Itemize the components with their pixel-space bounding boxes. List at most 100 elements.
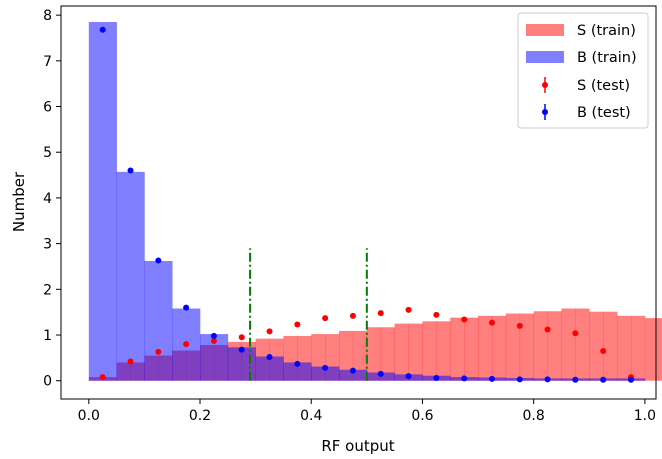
y-axis-label: Number <box>10 171 28 232</box>
hist-bar-s-train <box>464 317 479 381</box>
hist-bar-b-train <box>88 21 117 381</box>
hist-bar-s-train <box>561 308 576 381</box>
x-tick-label: 0.0 <box>78 408 100 424</box>
test-point-b-test <box>266 353 273 360</box>
test-point-b-test <box>99 26 106 33</box>
x-axis-ticks: 0.0 0.2 0.4 0.6 0.8 1.0 <box>78 399 656 424</box>
y-tick-label: 7 <box>43 54 52 70</box>
hist-bar-s-train <box>380 327 395 381</box>
test-point-b-test <box>461 375 468 382</box>
hist-bar-b-train <box>255 356 284 381</box>
test-point-s-test <box>600 348 607 355</box>
legend-label-b-train: B (train) <box>577 50 637 66</box>
x-tick-label: 0.8 <box>523 408 545 424</box>
test-point-s-test <box>183 341 190 348</box>
hist-bar-s-train <box>658 318 662 381</box>
y-axis-ticks: 0 1 2 3 4 5 6 7 8 <box>43 8 61 390</box>
test-point-b-test <box>433 374 440 381</box>
test-point-s-test <box>516 322 523 329</box>
hist-bar-s-train <box>617 315 632 381</box>
test-point-s-test <box>266 328 273 335</box>
hist-bar-s-train <box>505 313 521 381</box>
test-point-b-test <box>572 376 579 383</box>
y-tick-label: 0 <box>43 374 52 390</box>
plot-frame <box>60 5 657 400</box>
hist-bar-b-train <box>311 366 340 381</box>
hist-bar-b-train <box>144 260 173 381</box>
legend-label-b-test: B (test) <box>577 105 631 121</box>
y-tick-label: 5 <box>43 145 52 161</box>
test-point-s-test <box>572 330 579 337</box>
hist-bar-s-train <box>450 317 465 381</box>
y-tick-label: 8 <box>43 8 52 24</box>
hist-bar-s-train <box>352 330 368 381</box>
test-point-s-test <box>155 348 162 355</box>
y-tick-label: 2 <box>43 282 52 298</box>
y-tick-label: 3 <box>43 237 52 253</box>
legend: S (train) B (train) S (test) B (test) <box>517 12 649 129</box>
legend-marker-b-test <box>542 104 548 120</box>
hist-bar-b-train <box>339 369 368 381</box>
test-point-b-test <box>183 304 190 311</box>
hist-bar-s-train <box>339 330 354 381</box>
hist-bar-b-train <box>283 362 312 381</box>
test-point-b-test <box>377 370 384 377</box>
x-axis-label: RF output <box>321 437 394 455</box>
hist-bar-s-train <box>408 323 423 381</box>
histogram-layer <box>88 21 662 381</box>
test-point-s-test <box>488 319 495 326</box>
x-tick-label: 1.0 <box>634 408 656 424</box>
test-point-b-test <box>155 257 162 264</box>
x-tick-label: 0.2 <box>189 408 211 424</box>
hist-bar-s-train <box>575 308 590 381</box>
hist-bar-b-train <box>227 347 256 381</box>
hist-bar-s-train <box>589 311 604 381</box>
hist-bar-s-train <box>394 323 409 381</box>
hist-bar-s-train <box>644 318 660 381</box>
test-point-s-test <box>322 315 329 322</box>
hist-bar-s-train <box>491 315 507 381</box>
x-tick-label: 0.6 <box>411 408 433 424</box>
test-point-s-test <box>377 310 384 317</box>
test-points-layer <box>99 26 634 383</box>
test-point-b-test <box>600 376 607 383</box>
hist-bar-s-train <box>519 313 534 381</box>
test-point-s-test <box>99 374 106 381</box>
legend-label-s-train: S (train) <box>577 23 636 39</box>
test-point-s-test <box>294 321 301 328</box>
test-point-s-test <box>349 312 356 319</box>
hist-bar-s-train <box>630 315 646 381</box>
test-point-b-test <box>516 376 523 383</box>
legend-swatch-b-train <box>526 51 564 63</box>
test-point-b-test <box>127 167 134 174</box>
threshold-lines-layer <box>249 248 368 381</box>
hist-bar-s-train <box>603 311 618 381</box>
y-tick-label: 6 <box>43 100 52 116</box>
legend-marker-s-test <box>542 77 548 93</box>
test-point-s-test <box>544 326 551 333</box>
test-point-s-test <box>433 311 440 318</box>
legend-swatch-s-train <box>526 24 564 36</box>
x-tick-label: 0.4 <box>300 408 322 424</box>
test-point-b-test <box>405 373 412 380</box>
y-tick-label: 1 <box>43 328 52 344</box>
test-point-b-test <box>294 360 301 367</box>
test-point-s-test <box>210 337 217 344</box>
test-point-s-test <box>127 358 134 365</box>
test-point-b-test <box>322 364 329 371</box>
hist-bar-s-train <box>478 315 493 381</box>
test-point-b-test <box>627 376 634 383</box>
test-point-s-test <box>461 316 468 323</box>
test-point-s-test <box>238 334 245 341</box>
test-point-b-test <box>238 346 245 353</box>
test-point-b-test <box>210 332 217 339</box>
hist-bar-b-train <box>116 171 145 381</box>
hist-bar-s-train <box>547 311 562 381</box>
test-point-s-test <box>405 306 412 313</box>
test-point-b-test <box>349 367 356 374</box>
hist-bar-s-train <box>366 327 382 381</box>
test-point-b-test <box>544 376 551 383</box>
hist-bar-s-train <box>436 321 451 381</box>
legend-frame <box>517 12 649 129</box>
